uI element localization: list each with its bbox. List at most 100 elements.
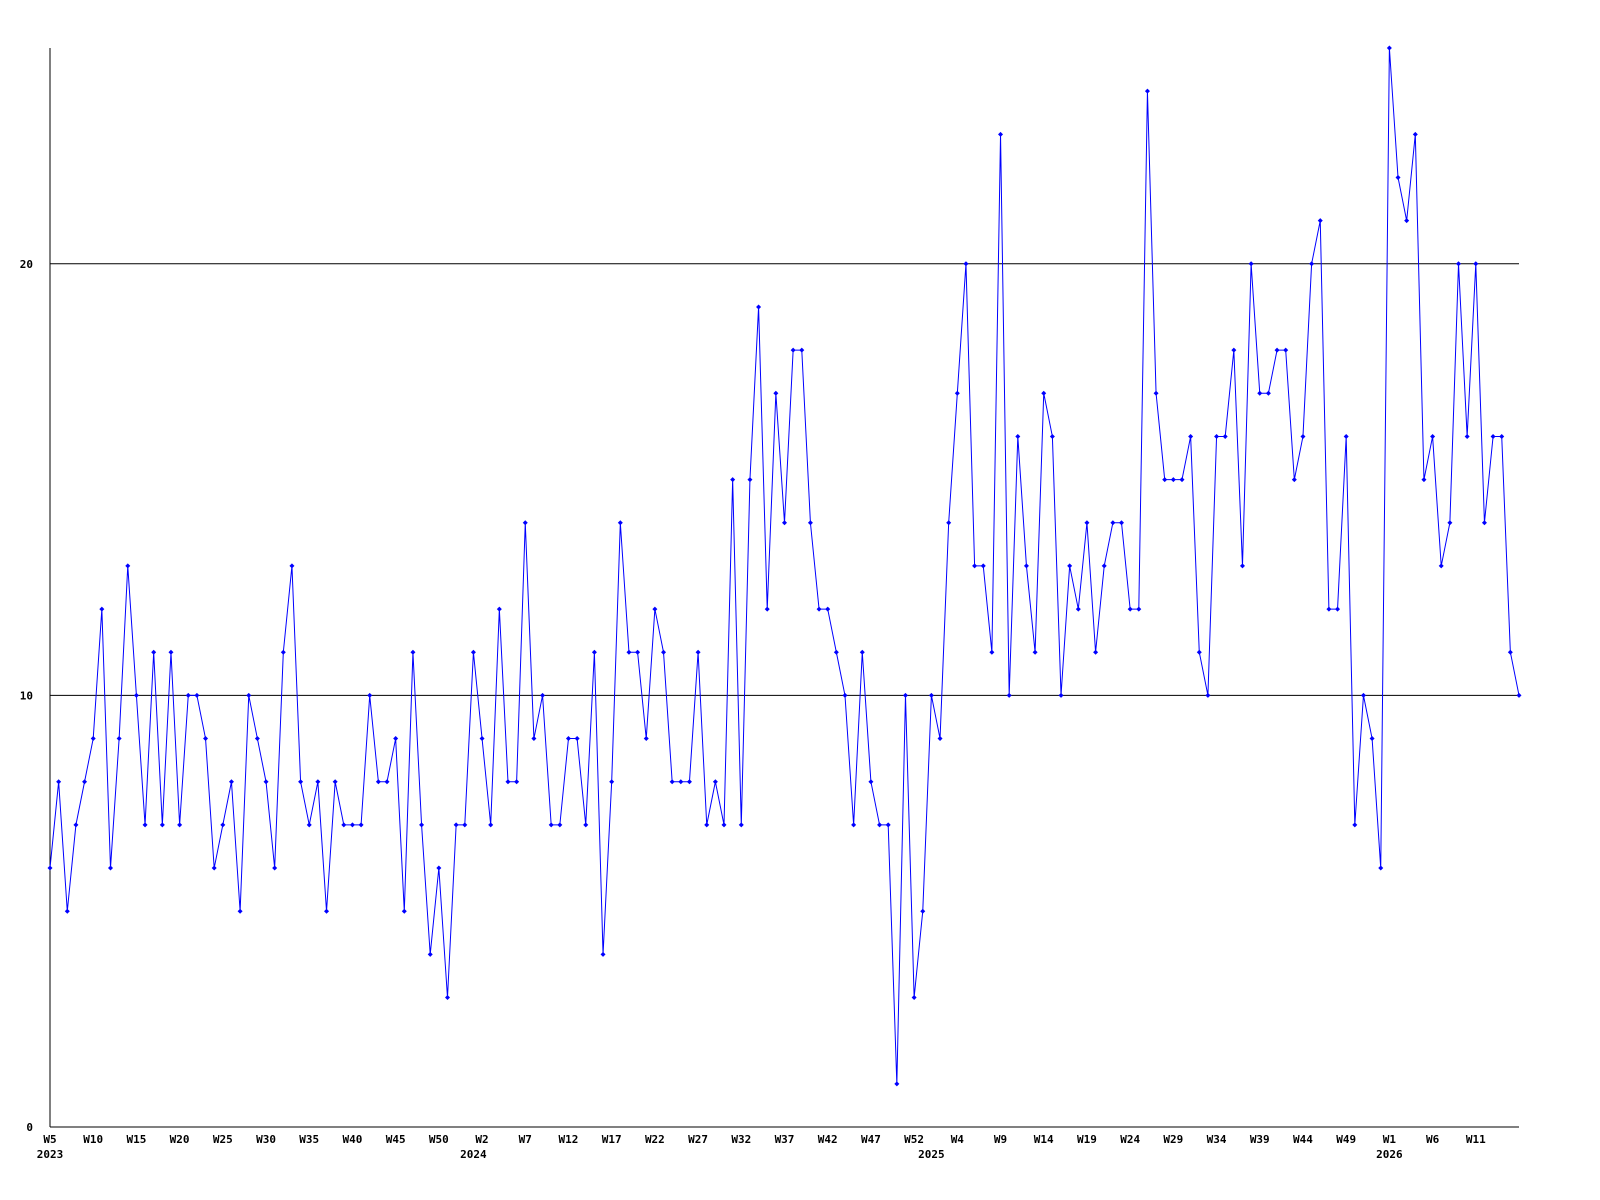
- data-point: [1188, 433, 1194, 439]
- data-point: [1291, 477, 1297, 483]
- x-tick-label: W30: [256, 1133, 276, 1146]
- data-point: [194, 692, 200, 698]
- data-point: [1257, 390, 1263, 396]
- x-tick-label: W35: [299, 1133, 319, 1146]
- data-point: [1421, 477, 1427, 483]
- data-point: [384, 779, 390, 785]
- data-point: [90, 736, 96, 742]
- x-tick-label: W37: [775, 1133, 795, 1146]
- data-point: [211, 865, 217, 871]
- data-point: [401, 908, 407, 914]
- data-point: [1317, 218, 1323, 224]
- data-point: [1464, 433, 1470, 439]
- data-point: [980, 563, 986, 569]
- data-point: [367, 692, 373, 698]
- data-point: [151, 649, 157, 655]
- data-point: [1412, 131, 1418, 137]
- data-point: [341, 822, 347, 828]
- data-point: [773, 390, 779, 396]
- data-point: [159, 822, 165, 828]
- data-point: [298, 779, 304, 785]
- data-point: [254, 736, 260, 742]
- x-tick-label: W24: [1120, 1133, 1140, 1146]
- data-point: [747, 477, 753, 483]
- data-point: [1447, 520, 1453, 526]
- data-point: [522, 520, 528, 526]
- x-tick-label: W25: [213, 1133, 233, 1146]
- data-point: [600, 951, 606, 957]
- data-point: [782, 520, 787, 526]
- data-point: [1179, 477, 1185, 483]
- data-point: [349, 822, 355, 828]
- data-point: [1239, 563, 1245, 569]
- data-point: [937, 736, 943, 742]
- data-point: [1170, 477, 1176, 483]
- x-tick-label: W19: [1077, 1133, 1097, 1146]
- x-tick-label: W7: [519, 1133, 532, 1146]
- data-point: [453, 822, 459, 828]
- data-point: [704, 822, 710, 828]
- x-tick-label: W1: [1383, 1133, 1397, 1146]
- data-line: [49, 47, 1520, 1084]
- x-tick-label: W34: [1207, 1133, 1227, 1146]
- data-point: [228, 779, 234, 785]
- x-tick-label: W45: [386, 1133, 406, 1146]
- data-point: [1335, 606, 1341, 612]
- data-point: [324, 908, 330, 914]
- x-tick-label: W10: [83, 1133, 103, 1146]
- x-year-label: 2026: [1376, 1148, 1403, 1161]
- data-point: [220, 822, 226, 828]
- data-point: [730, 477, 736, 483]
- x-tick-label: W11: [1466, 1133, 1486, 1146]
- data-point: [1378, 865, 1384, 871]
- y-tick-label: 20: [20, 258, 33, 271]
- data-point: [1015, 433, 1021, 439]
- data-point: [315, 779, 321, 785]
- data-point: [410, 649, 416, 655]
- data-point: [1153, 390, 1159, 396]
- x-tick-label: W39: [1250, 1133, 1270, 1146]
- data-point: [851, 822, 857, 828]
- data-point: [263, 779, 269, 785]
- data-point: [894, 1081, 900, 1087]
- data-point: [1023, 563, 1029, 569]
- data-point: [1093, 649, 1099, 655]
- data-point: [920, 908, 926, 914]
- data-point: [505, 779, 511, 785]
- data-point: [488, 822, 494, 828]
- data-point: [203, 736, 209, 742]
- data-point: [1041, 390, 1047, 396]
- data-point: [721, 822, 727, 828]
- x-tick-label: W14: [1034, 1133, 1054, 1146]
- data-point: [1049, 433, 1055, 439]
- data-point: [133, 692, 139, 698]
- data-point: [177, 822, 183, 828]
- data-point: [168, 649, 174, 655]
- data-point: [1283, 347, 1289, 353]
- x-tick-label: W5: [43, 1133, 56, 1146]
- x-year-label: 2024: [460, 1148, 487, 1161]
- data-point: [531, 736, 537, 742]
- data-point: [73, 822, 79, 828]
- data-point: [1352, 822, 1358, 828]
- data-point: [1369, 736, 1375, 742]
- data-point: [56, 779, 62, 785]
- data-point: [799, 347, 805, 353]
- data-point: [1404, 218, 1410, 224]
- data-point: [1214, 433, 1220, 439]
- data-point: [738, 822, 744, 828]
- data-point: [479, 736, 485, 742]
- data-point: [185, 692, 191, 698]
- data-point: [1395, 174, 1401, 180]
- x-tick-label: W32: [731, 1133, 751, 1146]
- data-point: [280, 649, 286, 655]
- data-point: [1386, 45, 1392, 51]
- data-point: [885, 822, 891, 828]
- x-tick-label: W47: [861, 1133, 881, 1146]
- data-point: [756, 304, 762, 310]
- data-point: [1248, 261, 1254, 267]
- data-point: [358, 822, 364, 828]
- data-point: [583, 822, 589, 828]
- data-point: [142, 822, 148, 828]
